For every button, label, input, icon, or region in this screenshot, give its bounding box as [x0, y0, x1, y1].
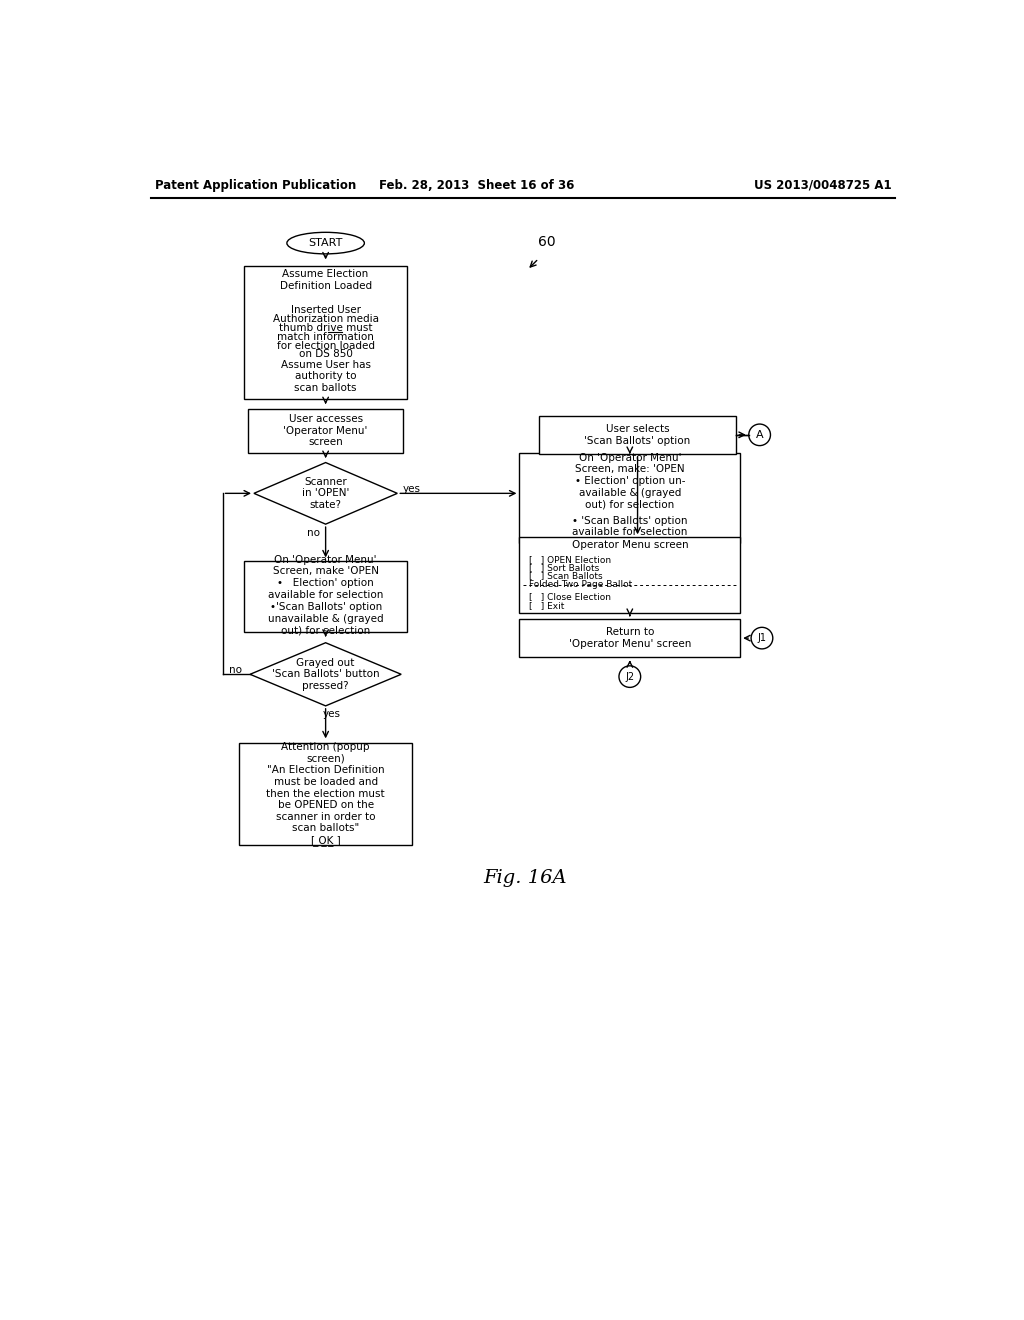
Text: Folded Two Page Ballot: Folded Two Page Ballot	[528, 579, 632, 589]
Text: [: [	[528, 593, 532, 602]
Text: [: [	[528, 601, 532, 610]
Text: User accesses
'Operator Menu'
screen: User accesses 'Operator Menu' screen	[284, 414, 368, 447]
Text: [: [	[528, 572, 532, 581]
Polygon shape	[250, 643, 401, 706]
Text: Patent Application Publication: Patent Application Publication	[155, 178, 356, 191]
Text: Grayed out
'Scan Ballots' button
pressed?: Grayed out 'Scan Ballots' button pressed…	[271, 657, 380, 690]
FancyBboxPatch shape	[519, 537, 740, 612]
Text: Inserted User: Inserted User	[291, 305, 360, 315]
Text: Authorization media: Authorization media	[272, 314, 379, 323]
Text: Fig. 16A: Fig. 16A	[483, 870, 566, 887]
Text: for election loaded: for election loaded	[276, 341, 375, 351]
Text: [: [	[528, 564, 532, 573]
Text: ] Scan Ballots: ] Scan Ballots	[535, 572, 602, 581]
Text: on DS 850: on DS 850	[299, 350, 352, 359]
Text: Return to
'Operator Menu' screen: Return to 'Operator Menu' screen	[568, 627, 691, 649]
FancyBboxPatch shape	[539, 416, 736, 454]
Text: ] Close Election: ] Close Election	[535, 593, 611, 602]
Text: ] Exit: ] Exit	[535, 601, 564, 610]
Text: no: no	[307, 528, 321, 537]
Text: thumb drive must: thumb drive must	[279, 323, 373, 333]
Text: Attention (popup
screen)
"An Election Definition
must be loaded and
then the ele: Attention (popup screen) "An Election De…	[266, 742, 385, 846]
FancyBboxPatch shape	[519, 453, 740, 544]
FancyBboxPatch shape	[519, 619, 740, 657]
Text: On 'Operator Menu'
Screen, make 'OPEN
•   Election' option
available for selecti: On 'Operator Menu' Screen, make 'OPEN • …	[268, 554, 383, 599]
FancyBboxPatch shape	[245, 267, 407, 399]
Polygon shape	[254, 462, 397, 524]
Text: Scanner
in 'OPEN'
state?: Scanner in 'OPEN' state?	[302, 477, 349, 510]
Text: START: START	[308, 238, 343, 248]
Text: A: A	[756, 430, 764, 440]
Text: 60: 60	[538, 235, 555, 248]
Text: User selects
'Scan Ballots' option: User selects 'Scan Ballots' option	[585, 424, 690, 446]
Text: [: [	[528, 554, 532, 564]
Text: ] OPEN Election: ] OPEN Election	[535, 554, 611, 564]
Ellipse shape	[287, 232, 365, 253]
Text: Assume Election
Definition Loaded: Assume Election Definition Loaded	[280, 269, 372, 290]
Text: J1: J1	[758, 634, 766, 643]
Text: • 'Scan Ballots' option
available for selection: • 'Scan Ballots' option available for se…	[572, 516, 687, 537]
Text: Assume User has
authority to
scan ballots: Assume User has authority to scan ballot…	[281, 360, 371, 393]
FancyBboxPatch shape	[239, 743, 413, 845]
Text: •'Scan Ballots' option
unavailable & (grayed
out) for selection: •'Scan Ballots' option unavailable & (gr…	[268, 602, 383, 635]
Text: Feb. 28, 2013  Sheet 16 of 36: Feb. 28, 2013 Sheet 16 of 36	[379, 178, 574, 191]
Text: yes: yes	[323, 709, 341, 718]
Text: yes: yes	[402, 483, 421, 494]
FancyBboxPatch shape	[245, 561, 407, 632]
Text: On 'Operator Menu'
Screen, make: 'OPEN
• Election' option un-
available & (graye: On 'Operator Menu' Screen, make: 'OPEN •…	[574, 453, 685, 510]
FancyBboxPatch shape	[248, 409, 403, 453]
Text: J2: J2	[626, 672, 635, 681]
Text: match information: match information	[278, 331, 374, 342]
Text: Operator Menu screen: Operator Menu screen	[571, 540, 688, 550]
Text: US 2013/0048725 A1: US 2013/0048725 A1	[754, 178, 891, 191]
Text: ] Sort Ballots: ] Sort Ballots	[535, 564, 599, 573]
Text: no: no	[229, 665, 243, 675]
